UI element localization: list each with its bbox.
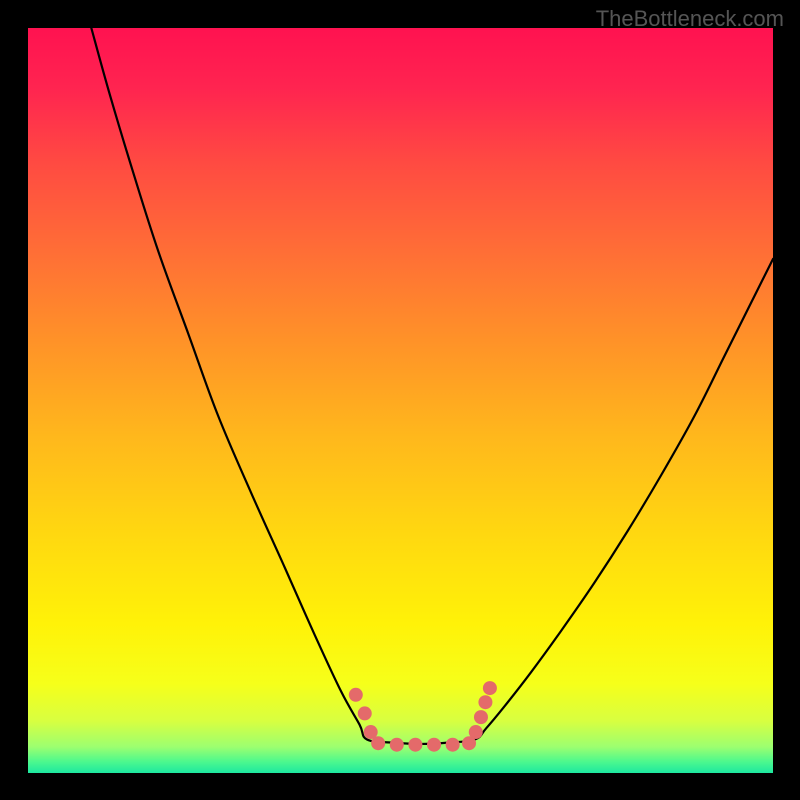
plot-background bbox=[28, 28, 773, 773]
marker-point bbox=[483, 681, 497, 695]
bottleneck-chart bbox=[0, 0, 800, 800]
marker-point bbox=[408, 738, 422, 752]
marker-point bbox=[358, 706, 372, 720]
chart-stage: TheBottleneck.com bbox=[0, 0, 800, 800]
marker-point bbox=[390, 738, 404, 752]
marker-point bbox=[478, 695, 492, 709]
marker-point bbox=[371, 736, 385, 750]
marker-point bbox=[446, 738, 460, 752]
marker-point bbox=[349, 688, 363, 702]
marker-point bbox=[469, 725, 483, 739]
marker-point bbox=[474, 710, 488, 724]
marker-point bbox=[427, 738, 441, 752]
